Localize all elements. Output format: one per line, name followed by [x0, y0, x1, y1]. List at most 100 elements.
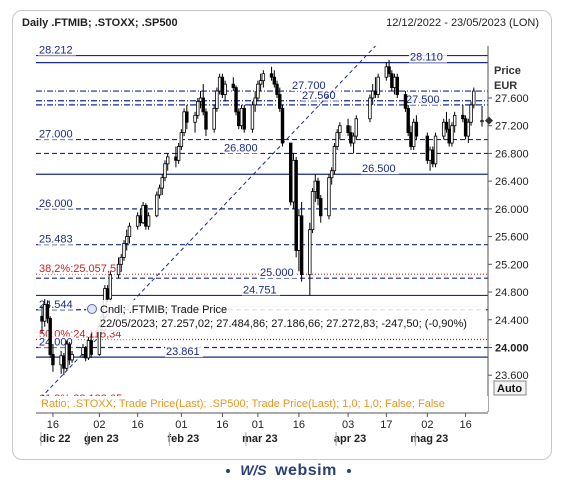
candle-body: [223, 83, 227, 95]
candle-body: [297, 215, 301, 251]
candle: [127, 222, 132, 244]
level-label: 26.000: [39, 198, 73, 210]
candle: [403, 91, 408, 112]
candle: [234, 85, 238, 116]
level-label: 26.800: [224, 142, 258, 154]
level-label: 25.483: [39, 234, 73, 246]
candle-body: [48, 317, 52, 355]
candle: [201, 84, 205, 116]
candle: [144, 203, 148, 230]
candle: [354, 115, 358, 140]
candle: [346, 118, 350, 137]
candle-body: [390, 73, 394, 88]
candle-body: [160, 177, 164, 189]
candle-body: [395, 76, 399, 95]
candle: [376, 73, 380, 98]
candle: [329, 167, 334, 185]
candle: [81, 344, 85, 358]
candle: [141, 201, 145, 225]
candle-body: [472, 90, 476, 106]
candle-body: [275, 83, 279, 95]
candle-body: [116, 263, 121, 276]
candle: [185, 104, 189, 130]
x-month-label: dic 22: [39, 433, 70, 445]
study-label: Ratio; .STOXX; Trade Price(Last); .SP500…: [41, 398, 445, 410]
level-label-bg: [38, 44, 76, 56]
candle-body: [308, 229, 312, 276]
date-range: 12/12/2022 - 23/05/2023 (LON): [386, 17, 539, 29]
candle-body: [452, 114, 457, 127]
candle-body: [349, 132, 353, 144]
candle: [327, 174, 331, 220]
candle-body: [332, 146, 337, 172]
level-label-bg: [38, 233, 76, 245]
candle: [452, 111, 457, 133]
candle: [261, 70, 266, 88]
x-tick-label: 16: [132, 419, 144, 431]
candle-body: [299, 215, 304, 276]
candle-body: [368, 97, 372, 120]
candle-body: [182, 111, 186, 134]
x-tick-label: 02: [93, 419, 105, 431]
candle: [138, 208, 143, 227]
candle-body: [269, 73, 274, 78]
candle-body: [45, 304, 50, 319]
candle-body: [387, 66, 391, 75]
candle: [84, 346, 88, 362]
candle-body: [327, 177, 331, 217]
candle-body: [193, 114, 197, 123]
auto-button-label: Auto: [497, 383, 522, 395]
y-tick-label: 25.200: [495, 259, 529, 271]
level-label: 27.700: [292, 80, 326, 92]
level-label: 27.560: [302, 90, 336, 102]
candle: [67, 341, 72, 365]
candle-body: [108, 274, 113, 300]
legend-line-2: 22/05/2023; 27.257,02; 27.484,86; 27.186…: [100, 318, 467, 330]
candle-body: [40, 315, 44, 322]
level-label-bg: [38, 128, 76, 140]
candle: [409, 125, 413, 150]
candle-body: [51, 354, 55, 366]
x-month-label: feb 23: [167, 433, 199, 445]
candle: [308, 222, 312, 296]
candle: [332, 143, 337, 175]
candle-body: [414, 121, 419, 137]
candle: [182, 108, 186, 137]
candle: [64, 340, 69, 370]
level-label: 27.500: [406, 94, 440, 106]
candle-body: [234, 87, 238, 113]
chart-title: Daily .FTMIB; .STOXX; .SP500: [22, 17, 178, 29]
candle: [269, 66, 274, 81]
level-label: 26.500: [362, 163, 396, 175]
candle: [193, 111, 197, 133]
candle-body: [428, 149, 432, 161]
candle: [335, 129, 339, 150]
chart-panel: [12, 10, 552, 460]
candle: [239, 104, 244, 130]
auto-button[interactable]: Auto: [493, 380, 527, 396]
candle-body: [409, 132, 413, 147]
study-bar[interactable]: Ratio; .STOXX; Trade Price(Last); .SP500…: [36, 396, 488, 411]
candle: [313, 174, 317, 202]
candle: [447, 118, 451, 147]
candle-body: [212, 107, 216, 130]
candle: [351, 132, 356, 154]
brand-name: websim: [275, 462, 337, 479]
candle: [217, 73, 222, 95]
level-label-bg: [38, 328, 130, 340]
candle-body: [250, 104, 255, 130]
candle-body: [461, 114, 465, 120]
legend-candle-icon[interactable]: [87, 304, 97, 314]
candle: [406, 104, 410, 137]
candle-body: [239, 107, 244, 127]
y-tick-label: 25.600: [495, 232, 529, 244]
candle: [89, 333, 93, 358]
candle-body: [105, 288, 110, 300]
candle-body: [198, 97, 203, 102]
candle-body: [67, 343, 72, 361]
candle-body: [86, 340, 91, 359]
candle-body: [346, 125, 350, 134]
candle: [433, 132, 438, 168]
